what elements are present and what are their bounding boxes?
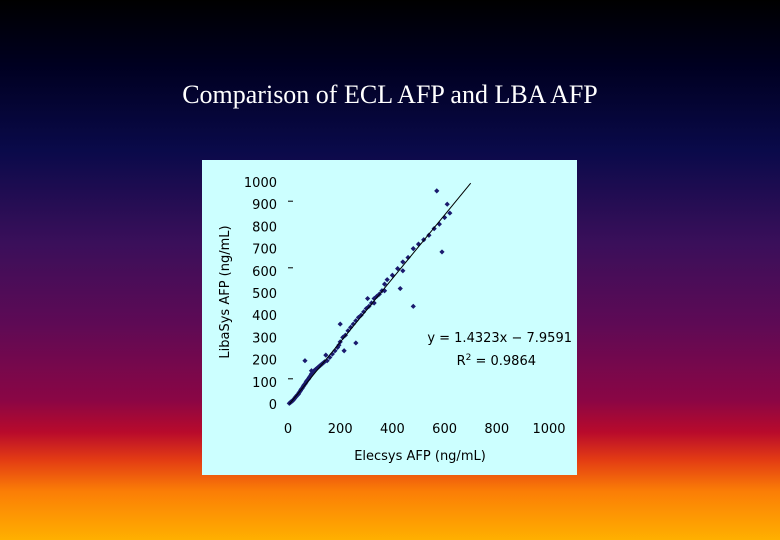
- chart-panel: Elecsys AFP (ng/mL) LibaSys AFP (ng/mL) …: [202, 160, 577, 475]
- y-tick-label: 400: [252, 309, 277, 324]
- regression-equation: y = 1.4323x − 7.9591: [427, 331, 572, 346]
- data-point: [361, 309, 367, 315]
- y-tick-label: 1000: [244, 176, 277, 191]
- data-point: [415, 241, 422, 247]
- data-point: [400, 268, 406, 274]
- y-tick-label: 700: [252, 243, 277, 258]
- y-tick-label: 900: [252, 198, 277, 213]
- data-point: [405, 254, 411, 261]
- r-squared-label: R2 = 0.9864: [457, 353, 536, 369]
- data-point: [341, 348, 347, 354]
- slide-title: Comparison of ECL AFP and LBA AFP: [182, 80, 598, 109]
- data-point: [397, 285, 403, 292]
- y-tick-label: 600: [252, 265, 277, 280]
- x-tick-label: 400: [380, 422, 405, 437]
- x-tick-label: 0: [284, 422, 292, 437]
- x-axis-label: Elecsys AFP (ng/mL): [354, 449, 486, 464]
- data-point: [353, 318, 359, 324]
- data-point: [426, 232, 432, 238]
- data-point: [395, 265, 401, 272]
- data-point: [365, 295, 371, 302]
- r2-exponent: 2: [466, 353, 472, 363]
- data-point: [410, 303, 416, 309]
- y-tick-labels: 0 100 200 300 400 500 600 700 800 900 1000: [244, 176, 277, 413]
- x-tick-label: 600: [432, 422, 457, 437]
- y-tick-label: 800: [252, 220, 277, 235]
- data-point: [384, 277, 390, 283]
- x-tick-labels: 0 200 400 600 800 1000: [284, 422, 566, 437]
- x-tick-label: 1000: [532, 422, 565, 437]
- y-tick-label: 100: [252, 376, 277, 391]
- r2-letter: R: [457, 354, 466, 369]
- y-tick-label: 0: [269, 398, 277, 413]
- data-point: [329, 351, 335, 357]
- y-tick-marks: [288, 200, 293, 380]
- scatter-chart: Elecsys AFP (ng/mL) LibaSys AFP (ng/mL) …: [218, 176, 572, 464]
- data-point: [302, 358, 308, 364]
- data-point: [353, 340, 359, 346]
- data-point: [444, 201, 450, 207]
- data-point: [434, 188, 440, 194]
- data-points: [286, 188, 453, 406]
- data-point: [381, 281, 388, 287]
- y-tick-label: 500: [252, 287, 277, 302]
- y-tick-label: 200: [252, 354, 277, 369]
- data-point: [439, 249, 445, 255]
- data-point: [447, 210, 453, 216]
- x-tick-label: 800: [484, 422, 509, 437]
- y-axis-label: LibaSys AFP (ng/mL): [218, 225, 233, 358]
- data-point: [337, 321, 343, 327]
- r2-value: = 0.9864: [471, 354, 536, 369]
- regression-line: [289, 182, 472, 405]
- x-tick-label: 200: [328, 422, 353, 437]
- data-point: [436, 221, 442, 227]
- data-point: [371, 300, 377, 306]
- y-tick-label: 300: [252, 331, 277, 346]
- data-point: [323, 352, 329, 358]
